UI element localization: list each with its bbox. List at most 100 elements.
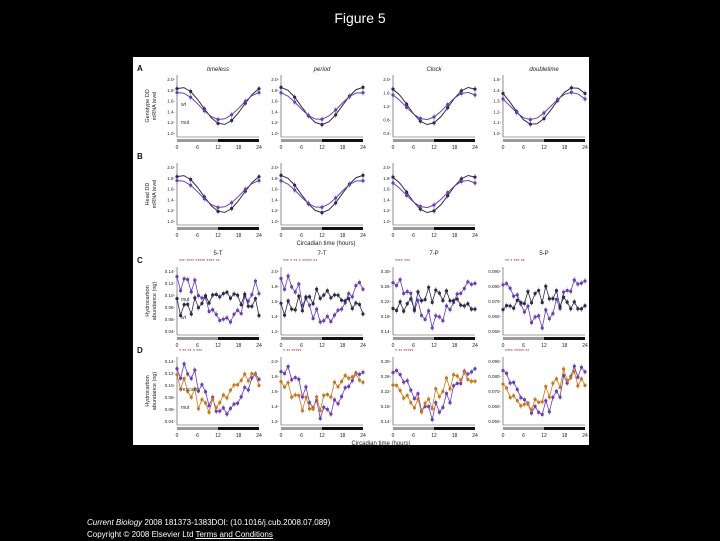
panel-letter-C: C	[137, 256, 143, 265]
mutant-series-point	[232, 312, 236, 316]
mutant-series-point	[455, 292, 459, 296]
mutant-series-point	[246, 379, 250, 383]
mutant-series-point	[469, 379, 474, 383]
x-tick-label: 6	[300, 433, 303, 439]
y-tick-label: 1.6-	[167, 187, 175, 192]
mutant-series-point	[225, 396, 229, 400]
wild-type-series-point	[540, 300, 544, 305]
rescued-series-point	[290, 378, 294, 382]
x-tick-label: 12	[215, 145, 221, 151]
wild-type-series-point	[466, 302, 470, 306]
rescued-series-point	[218, 409, 222, 413]
wild-type-series-point	[409, 297, 413, 301]
rescued-series-point	[455, 381, 459, 386]
mutant-series-point	[311, 407, 315, 411]
x-tick-label: 0	[176, 343, 179, 349]
subjective-day-bar	[393, 427, 434, 430]
mutant-series-point	[394, 383, 399, 387]
subjective-night-bar	[322, 427, 363, 430]
wild-type-series-point	[350, 306, 354, 311]
compound-title: 7-P	[429, 251, 438, 257]
x-tick-label: 0	[280, 233, 283, 239]
rescued-series-point	[318, 416, 322, 421]
rescued-series-point	[576, 375, 580, 379]
x-tick-label: 24	[472, 145, 478, 151]
significance-stars: * ** *****	[395, 349, 413, 355]
rescued-series-point	[529, 411, 534, 415]
rescued-series-point	[325, 407, 329, 412]
mutant-series-point	[432, 203, 436, 207]
wild-type-series-point	[340, 298, 344, 302]
wild-type-series-point	[332, 293, 337, 297]
wild-type-series-point	[441, 298, 445, 303]
y-tick-label: 0.060-	[488, 404, 501, 409]
mutant-series-point	[526, 402, 530, 406]
mutant-series-point	[466, 377, 470, 382]
mutant-series-point	[290, 285, 294, 289]
mutant-series-point	[334, 108, 338, 112]
wild-type-series-point	[357, 302, 362, 307]
wild-type-series-point	[583, 304, 587, 308]
rescued-series-point	[558, 395, 562, 399]
y-tick-label: 1.0-	[167, 131, 175, 136]
wild-type-series-point	[189, 89, 193, 94]
mutant-series-point	[528, 118, 532, 122]
panel-C-plot-1	[175, 267, 261, 340]
x-tick-label: 12	[541, 343, 547, 349]
mutant-series-point	[448, 308, 452, 312]
mutant-series-point	[416, 397, 420, 401]
mutant-series-point	[239, 378, 243, 383]
mutant-series-point	[182, 376, 186, 381]
mutant-series-point	[336, 308, 340, 312]
wild-type-series-point	[216, 209, 220, 213]
y-tick-label: 0.10-	[165, 383, 176, 388]
x-tick-label: 12	[431, 343, 437, 349]
mutant-series-point	[250, 372, 254, 376]
rescued-series-point	[504, 371, 509, 376]
panel-A-plot-1	[175, 75, 261, 142]
mutant-series-point	[419, 410, 424, 414]
subjective-night-bar	[218, 139, 259, 142]
mutant-series-point	[430, 407, 434, 411]
rescued-series-point	[466, 372, 470, 376]
x-tick-label: 18	[452, 343, 458, 349]
legend-label: rescued	[181, 387, 199, 393]
rescued-series-point	[257, 377, 261, 381]
rescued-series-point	[540, 412, 544, 417]
wild-type-series-point	[293, 183, 297, 187]
mutant-series-point	[357, 280, 362, 285]
y-tick-label: 0.04-	[165, 329, 176, 334]
panel-D-ylabel: Hydrocarbon	[145, 375, 151, 407]
rescued-series-point	[522, 398, 526, 402]
wild-type-series-point	[232, 292, 236, 296]
x-tick-label: 6	[300, 233, 303, 239]
mutant-series-point	[576, 282, 580, 286]
x-tick-label: 0	[392, 233, 395, 239]
mutant-series-point	[318, 320, 322, 324]
wild-type-series-point	[325, 289, 329, 293]
subjective-day-bar	[393, 227, 434, 230]
rescued-series-point	[214, 409, 218, 413]
mutant-series-point	[569, 289, 573, 294]
rescued-series-point	[394, 368, 399, 373]
y-tick-label: 0.10-	[165, 293, 176, 298]
rescued-series-point	[515, 387, 519, 392]
wild-type-series-point	[547, 297, 551, 301]
y-tick-label: 1.8-	[271, 284, 279, 289]
mutant-series-point	[250, 293, 254, 297]
rescued-series-point	[304, 385, 308, 389]
rescued-series-point	[551, 395, 555, 399]
rescued-series-point	[473, 367, 477, 371]
mutant-series-point	[306, 113, 310, 117]
y-tick-label: 0.26-	[381, 374, 392, 379]
mutant-series-point	[522, 310, 526, 314]
wild-type-series-point	[246, 304, 250, 308]
mutant-series-point	[325, 392, 329, 397]
wild-type-series-point	[522, 301, 526, 306]
y-tick-label: 1.2-	[271, 208, 279, 213]
terms-and-conditions-link[interactable]: Terms and Conditions	[195, 530, 273, 539]
rescued-series-point	[178, 376, 183, 381]
y-tick-label: 0.4-	[383, 131, 391, 136]
x-tick-label: 0	[176, 433, 179, 439]
wild-type-series-point	[459, 303, 463, 307]
